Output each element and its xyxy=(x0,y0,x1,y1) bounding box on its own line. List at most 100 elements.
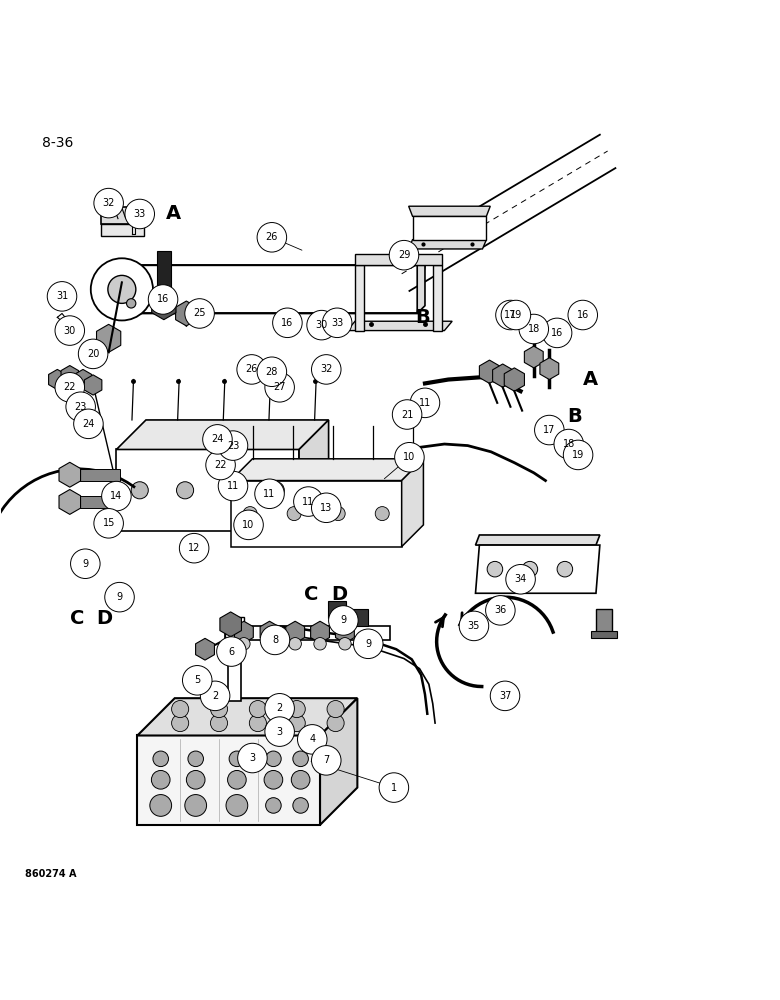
Circle shape xyxy=(266,751,281,767)
Circle shape xyxy=(234,510,264,540)
Circle shape xyxy=(288,701,305,718)
Text: 3: 3 xyxy=(250,753,256,763)
Circle shape xyxy=(291,770,310,789)
Circle shape xyxy=(66,392,95,422)
Text: C: C xyxy=(303,585,318,604)
Text: 2: 2 xyxy=(276,703,283,713)
Polygon shape xyxy=(476,545,600,593)
Circle shape xyxy=(287,507,301,521)
Polygon shape xyxy=(409,206,491,216)
Circle shape xyxy=(238,638,250,650)
Text: 26: 26 xyxy=(246,364,258,374)
Text: 9: 9 xyxy=(340,615,346,625)
Polygon shape xyxy=(540,358,558,380)
Text: 17: 17 xyxy=(543,425,555,435)
Text: 12: 12 xyxy=(188,543,200,553)
Circle shape xyxy=(265,373,294,402)
Polygon shape xyxy=(116,449,299,531)
Text: 32: 32 xyxy=(102,198,115,208)
Circle shape xyxy=(179,533,209,563)
Circle shape xyxy=(90,258,153,320)
Polygon shape xyxy=(231,459,424,481)
Circle shape xyxy=(183,666,212,695)
Circle shape xyxy=(557,561,573,577)
Text: 860274 A: 860274 A xyxy=(25,869,76,879)
Circle shape xyxy=(491,681,519,711)
Polygon shape xyxy=(433,265,442,331)
Polygon shape xyxy=(225,626,390,640)
Circle shape xyxy=(131,482,148,499)
Text: 20: 20 xyxy=(87,349,99,359)
Circle shape xyxy=(151,770,170,789)
Circle shape xyxy=(255,479,284,509)
Circle shape xyxy=(496,300,525,330)
Polygon shape xyxy=(229,618,241,701)
Circle shape xyxy=(311,746,341,775)
Text: 11: 11 xyxy=(227,481,239,491)
Text: 30: 30 xyxy=(315,320,328,330)
Text: D: D xyxy=(96,609,112,628)
Text: 11: 11 xyxy=(419,398,431,408)
Circle shape xyxy=(217,637,246,666)
Polygon shape xyxy=(84,375,102,395)
Polygon shape xyxy=(77,469,120,481)
Circle shape xyxy=(153,751,168,767)
Polygon shape xyxy=(355,254,442,265)
Text: 22: 22 xyxy=(63,382,76,392)
Circle shape xyxy=(542,318,572,348)
Circle shape xyxy=(375,507,389,521)
Circle shape xyxy=(203,425,232,454)
Circle shape xyxy=(392,400,422,429)
Polygon shape xyxy=(122,265,425,313)
Circle shape xyxy=(78,339,108,369)
Polygon shape xyxy=(596,609,612,636)
Polygon shape xyxy=(493,364,512,387)
Circle shape xyxy=(238,743,268,773)
Circle shape xyxy=(243,507,257,521)
Circle shape xyxy=(486,596,515,625)
Polygon shape xyxy=(349,609,368,626)
Polygon shape xyxy=(402,459,424,547)
Polygon shape xyxy=(152,292,176,320)
Circle shape xyxy=(332,507,346,521)
Circle shape xyxy=(148,285,178,314)
Text: 16: 16 xyxy=(551,328,563,338)
Text: 11: 11 xyxy=(264,489,275,499)
Text: 23: 23 xyxy=(74,402,87,412)
Text: 18: 18 xyxy=(562,439,575,449)
Circle shape xyxy=(327,701,344,718)
Circle shape xyxy=(108,275,136,303)
Polygon shape xyxy=(59,490,80,514)
Text: B: B xyxy=(415,308,430,327)
Circle shape xyxy=(268,482,284,499)
Text: B: B xyxy=(568,407,583,426)
Polygon shape xyxy=(220,612,242,637)
Text: 19: 19 xyxy=(510,310,522,320)
Circle shape xyxy=(94,188,123,218)
Text: 25: 25 xyxy=(193,308,206,318)
Circle shape xyxy=(211,715,228,732)
Polygon shape xyxy=(328,601,346,618)
Circle shape xyxy=(568,300,597,330)
Circle shape xyxy=(314,638,326,650)
Text: 8: 8 xyxy=(272,635,278,645)
Text: 19: 19 xyxy=(572,450,584,460)
Circle shape xyxy=(237,355,267,384)
Polygon shape xyxy=(285,621,305,643)
Text: 24: 24 xyxy=(82,419,94,429)
Polygon shape xyxy=(310,621,329,643)
Text: 5: 5 xyxy=(194,675,200,685)
Circle shape xyxy=(266,798,281,813)
Polygon shape xyxy=(137,698,357,735)
Circle shape xyxy=(70,549,100,578)
Polygon shape xyxy=(590,631,617,638)
Polygon shape xyxy=(97,324,121,352)
Text: 8-36: 8-36 xyxy=(42,136,73,150)
Text: 3: 3 xyxy=(277,727,282,737)
Text: 34: 34 xyxy=(515,574,527,584)
Text: 35: 35 xyxy=(468,621,480,631)
Circle shape xyxy=(534,415,564,445)
Polygon shape xyxy=(320,698,357,825)
Circle shape xyxy=(188,751,204,767)
Circle shape xyxy=(172,701,189,718)
